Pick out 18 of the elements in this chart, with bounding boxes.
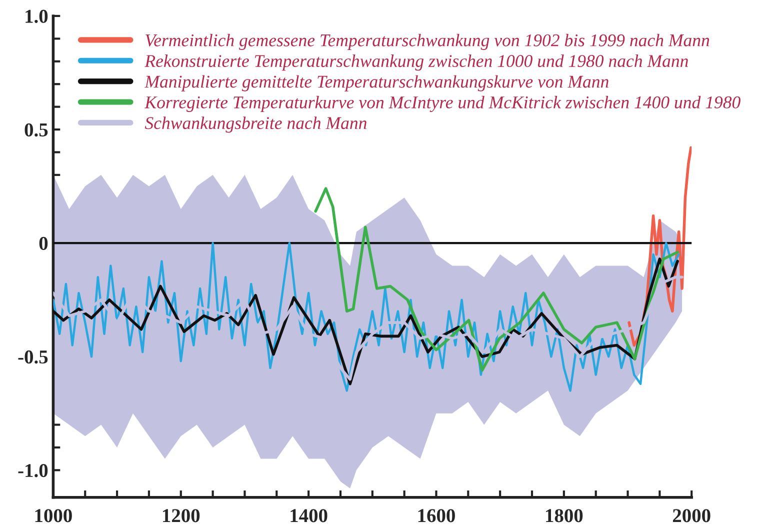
y-tick-label: -1.0 (18, 464, 48, 478)
legend-label: Rekonstruierte Temperaturschwankung zwischen 1000 und 1980 nach Mann (144, 54, 688, 71)
x-tick-label: 1000 (35, 509, 72, 522)
line-series (314, 187, 679, 372)
x-tick-label: 1600 (418, 509, 455, 522)
y-tick-label: 1.0 (26, 10, 48, 23)
y-tick-label: 0 (39, 236, 48, 250)
y-tick-label: -0.5 (18, 350, 48, 364)
x-tick-label: 1400 (290, 509, 328, 522)
line-series (53, 242, 680, 392)
y-tick-label: 0.5 (24, 123, 48, 137)
legend-label: Schwankungsbreite nach Mann (144, 116, 366, 133)
legend-label: Manipulierte gemittelte Temperaturschwankungskurve von Mann (144, 75, 608, 92)
legend-label: Korregierte Temperaturkurve von McIntyre und McKitrick zwischen 1400 und 1980 (144, 96, 740, 112)
legend-label: Vermeintlich gemessene Temperaturschwankung von 1902 bis 1999 nach Mann (146, 34, 710, 50)
x-tick-label: 2000 (672, 509, 710, 522)
x-tick-label: 1200 (162, 509, 200, 522)
x-tick-label: 1800 (546, 509, 583, 522)
